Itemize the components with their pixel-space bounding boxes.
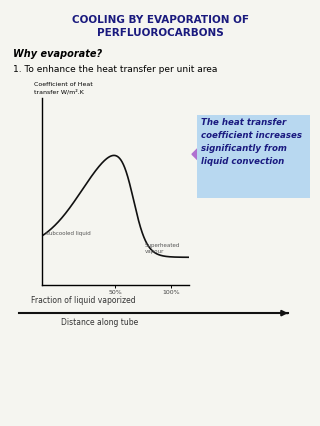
Text: The heat transfer
coefficient increases
significantly from
liquid convection: The heat transfer coefficient increases … (201, 118, 302, 166)
Text: Coefficient of Heat
transfer W/m².K: Coefficient of Heat transfer W/m².K (34, 82, 93, 94)
Text: 1. To enhance the heat transfer per unit area: 1. To enhance the heat transfer per unit… (13, 65, 217, 74)
Text: PERFLUOROCARBONS: PERFLUOROCARBONS (97, 28, 223, 37)
Text: subcooled liquid: subcooled liquid (46, 231, 91, 236)
Text: Why evaporate?: Why evaporate? (13, 49, 102, 59)
FancyArrow shape (192, 144, 222, 164)
Text: COOLING BY EVAPORATION OF: COOLING BY EVAPORATION OF (71, 15, 249, 25)
Text: Distance along tube: Distance along tube (61, 318, 138, 327)
Text: Superheated
vapour: Superheated vapour (145, 243, 180, 253)
Text: Fraction of liquid vaporized: Fraction of liquid vaporized (31, 296, 135, 305)
